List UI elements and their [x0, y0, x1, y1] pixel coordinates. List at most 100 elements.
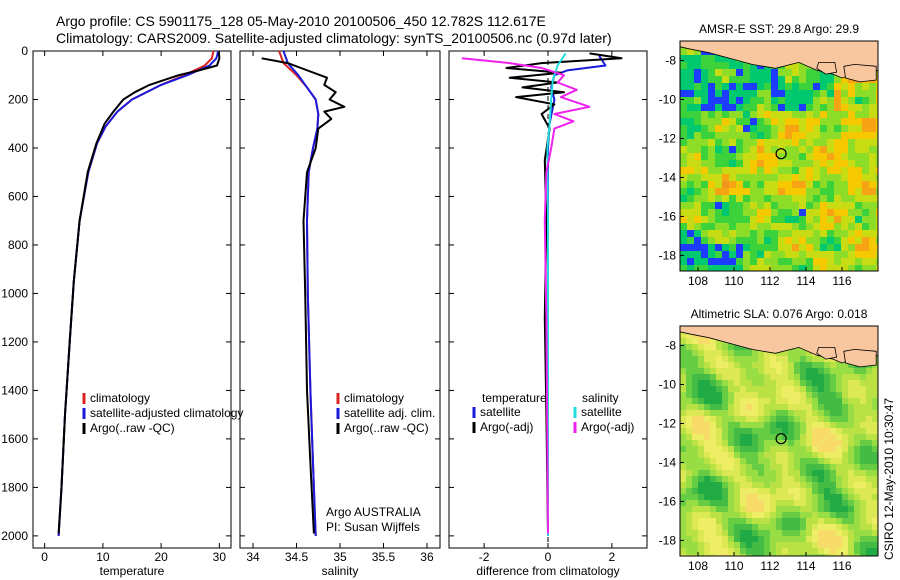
sst_map-cell: [778, 139, 786, 147]
sst_map-cell: [855, 104, 863, 112]
sst_map-cell: [757, 76, 765, 84]
sst_map-cell: [848, 188, 856, 196]
sla_map-cell: [758, 392, 765, 399]
sst_map-cell: [715, 139, 723, 147]
sst_map-cell: [778, 181, 786, 189]
sla_map-land-bali: [816, 346, 838, 360]
sst_map-cell: [778, 69, 786, 77]
sst_map-cell: [722, 55, 730, 63]
sla_map-cell: [680, 464, 687, 471]
sla_map-cell: [866, 416, 873, 423]
sst_map-cell: [799, 209, 807, 217]
sla_map-cell: [752, 380, 759, 387]
sla_map-cell: [692, 362, 699, 369]
sla_map-cell: [866, 524, 873, 531]
diff-legend-1-label: Argo(-adj): [480, 420, 533, 434]
sst_map-cell: [834, 167, 842, 175]
sla_map-cell: [788, 404, 795, 411]
sla_map-cell: [764, 356, 771, 363]
difference-xtick-label: -2: [479, 550, 490, 564]
sla_map-cell: [812, 500, 819, 507]
sla_map-cell: [704, 524, 711, 531]
sst_map-cell: [848, 111, 856, 119]
sst_map-cell: [750, 118, 758, 126]
sst_map-cell: [687, 237, 695, 245]
sst_map-cell: [806, 216, 814, 224]
sla_map-cell: [776, 374, 783, 381]
sla_map-cell: [692, 422, 699, 429]
sla_map-cell: [680, 494, 687, 501]
sla_map-cell: [710, 452, 717, 459]
sla_map-cell: [794, 410, 801, 417]
sst_map-cell: [827, 111, 835, 119]
sst_map-cell: [764, 125, 772, 133]
sst_map-cell: [778, 195, 786, 203]
sst_map-cell: [680, 209, 688, 217]
sla_map-cell: [830, 452, 837, 459]
sst_map-cell: [820, 202, 828, 210]
sla_map-cell: [746, 488, 753, 495]
sst_map-cell: [855, 181, 863, 189]
sst_map-cell: [764, 216, 772, 224]
sla_map-cell: [794, 368, 801, 375]
sst_map-cell: [757, 111, 765, 119]
temperature-ytick-label: 1800: [1, 480, 28, 494]
sst_map-cell: [750, 223, 758, 231]
sla_map-cell: [734, 362, 741, 369]
sla_map-ytick-label: -8: [665, 338, 676, 352]
sst_map-cell: [694, 195, 702, 203]
sst_map-cell: [855, 188, 863, 196]
sla_map-cell: [698, 452, 705, 459]
sla_map-cell: [680, 488, 687, 495]
sla_map-cell: [728, 542, 735, 549]
sst_map-cell: [827, 139, 835, 147]
sst_map-cell: [694, 153, 702, 161]
sst_map-cell: [862, 237, 870, 245]
sla_map-cell: [704, 386, 711, 393]
sla_map-cell: [866, 482, 873, 489]
sst_map-cell: [687, 146, 695, 154]
sla_map-cell: [860, 530, 867, 537]
sla_map-cell: [812, 410, 819, 417]
sla_map-cell: [872, 452, 878, 459]
sst_map-cell: [778, 251, 786, 259]
sla_map-cell: [764, 446, 771, 453]
sla_map-cell: [728, 386, 735, 393]
sla_map-cell: [788, 530, 795, 537]
sla_map-cell: [686, 404, 693, 411]
sst_map-cell: [722, 195, 730, 203]
sla_map-cell: [818, 470, 825, 477]
sst_map-cell: [743, 251, 751, 259]
sla_map-cell: [680, 350, 687, 357]
sla_map-cell: [770, 506, 777, 513]
sla_map-cell: [806, 512, 813, 519]
sla_map-cell: [824, 362, 831, 369]
sla_map-cell: [698, 356, 705, 363]
sla_map-cell: [854, 404, 861, 411]
sla_map-cell: [830, 368, 837, 375]
sla_map-cell: [842, 524, 849, 531]
sst_map-cell: [743, 111, 751, 119]
sla_map-cell: [728, 368, 735, 375]
sla_map-cell: [782, 500, 789, 507]
sst_map-cell: [785, 209, 793, 217]
sla_map-cell: [692, 404, 699, 411]
sla_map-cell: [680, 380, 687, 387]
sla_map-cell: [842, 398, 849, 405]
sla_map-cell: [680, 440, 687, 447]
sla_map-cell: [818, 434, 825, 441]
sla_map-cell: [836, 494, 843, 501]
sla_map-cell: [764, 440, 771, 447]
sla_map-cell: [740, 452, 747, 459]
sst_map-cell: [729, 111, 737, 119]
sla_map-cell: [872, 374, 878, 381]
sst_map-cell: [806, 244, 814, 252]
sst_map-cell: [701, 146, 709, 154]
sla_map-cell: [866, 476, 873, 483]
sst_map-cell: [729, 97, 737, 105]
sst_map-cell: [792, 76, 800, 84]
sla_map-cell: [692, 440, 699, 447]
sst_map-cell: [820, 181, 828, 189]
sst_map-cell: [820, 209, 828, 217]
sla_map-cell: [692, 344, 699, 351]
